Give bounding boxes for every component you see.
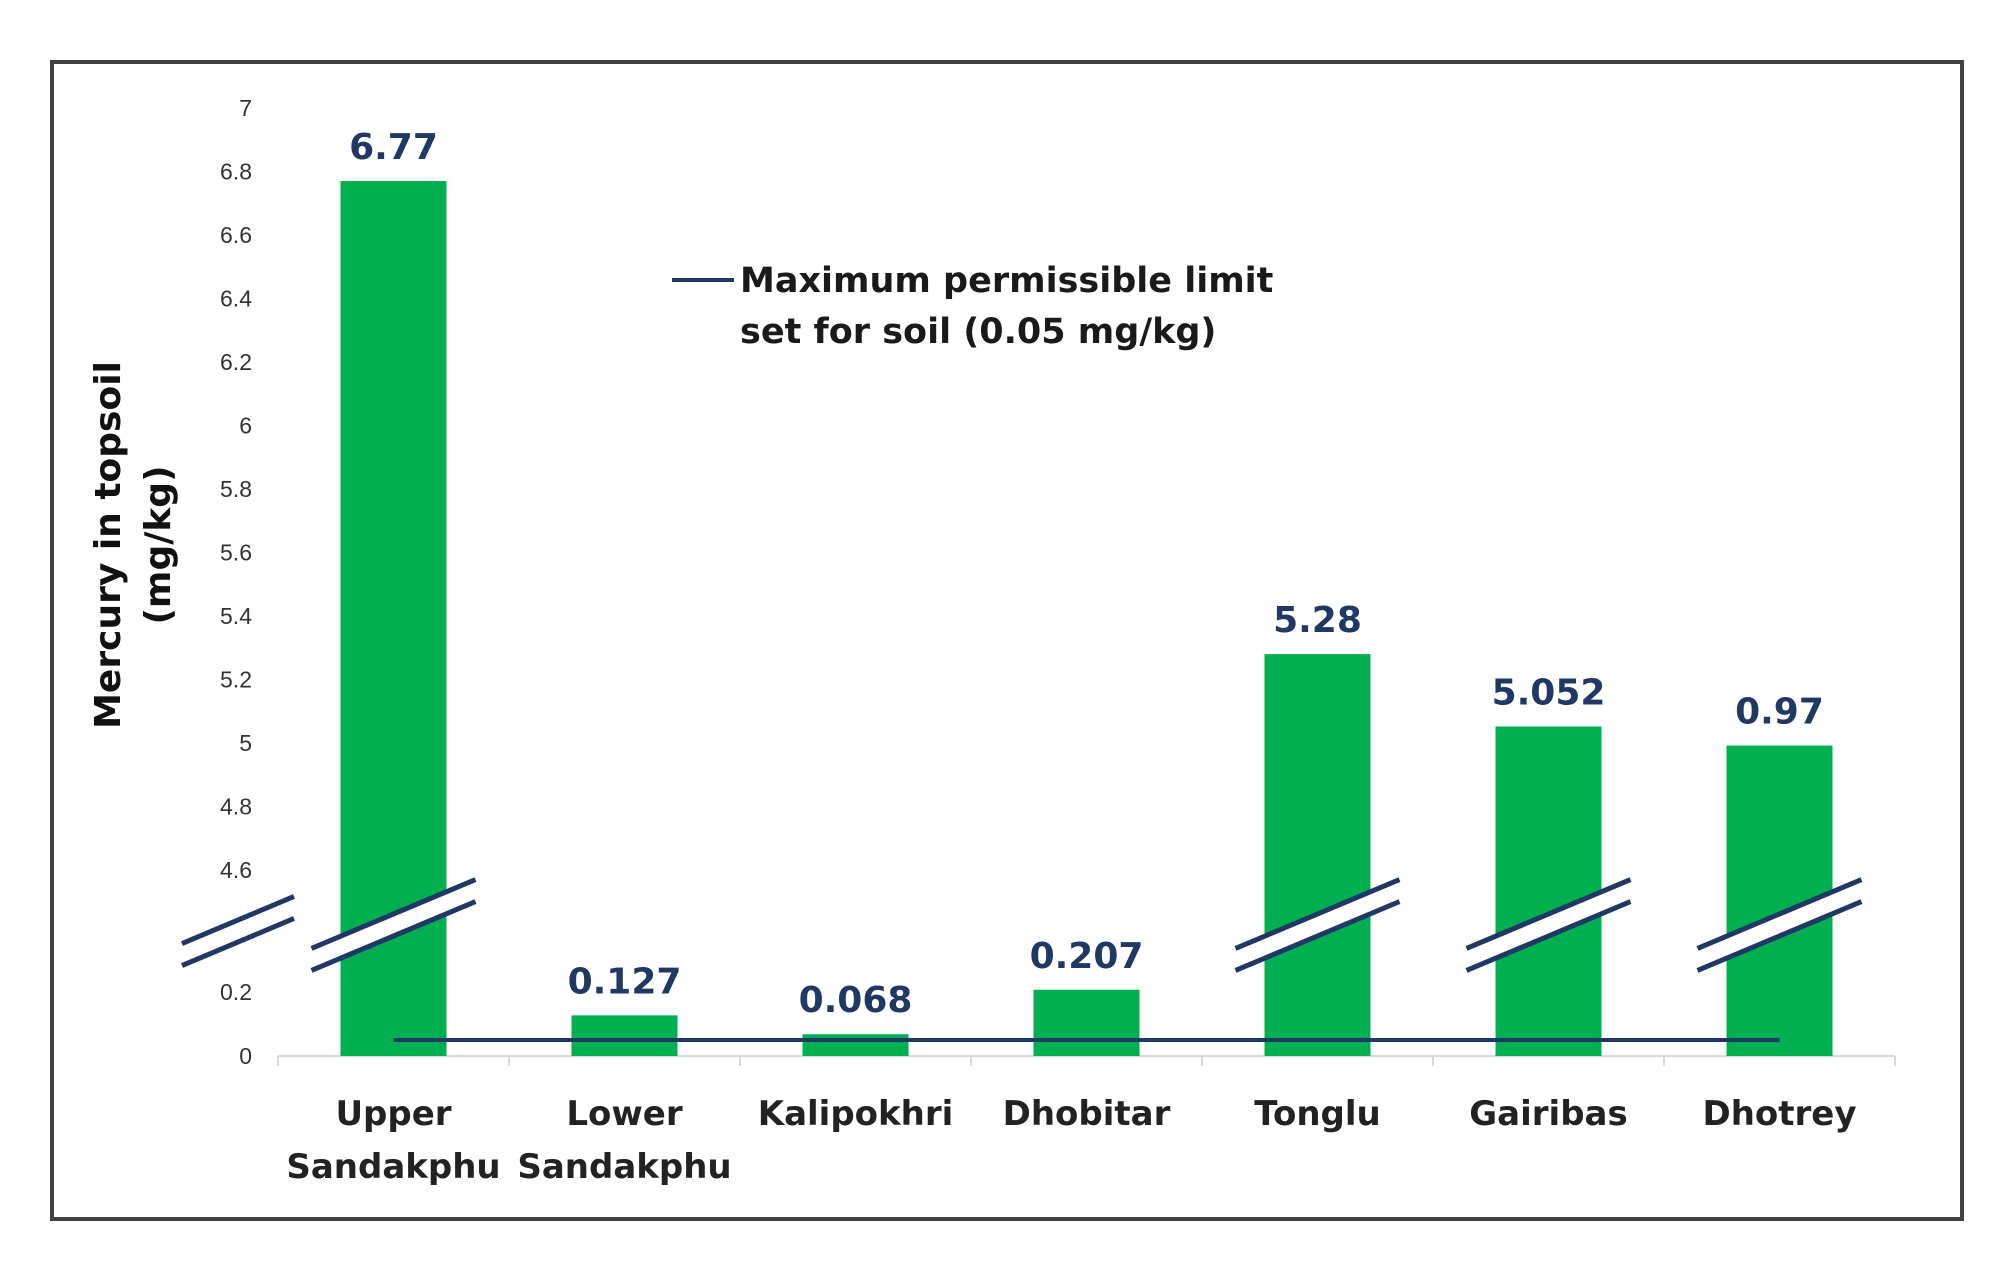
y-tick-label: 5 <box>239 730 252 756</box>
axis-break-line <box>1465 877 1632 951</box>
y-axis-title: Mercury in topsoil (mg/kg) <box>88 361 179 729</box>
axis-break-line <box>1465 899 1632 973</box>
y-tick-label: 6.4 <box>220 286 252 312</box>
y-axis-title-line-2: (mg/kg) <box>138 465 179 624</box>
y-tick-label: 4.6 <box>220 857 252 883</box>
category-label: Upper <box>335 1094 451 1134</box>
category-label: Gairibas <box>1469 1094 1627 1134</box>
legend: Maximum permissible limit set for soil (… <box>672 261 1273 352</box>
category-label: Dhotrey <box>1702 1094 1856 1134</box>
y-tick-label: 0.2 <box>220 979 252 1005</box>
axis-break-gap <box>1466 879 1631 971</box>
legend-label-line-2: set for soil (0.05 mg/kg) <box>740 312 1216 352</box>
y-tick-label: 6.2 <box>220 349 252 375</box>
axis-break-line <box>181 894 295 946</box>
y-tick-label: 5.8 <box>220 476 252 502</box>
axis-break-line <box>310 877 477 951</box>
category-label: Dhobitar <box>1003 1094 1171 1134</box>
category-label: Sandakphu <box>286 1147 500 1187</box>
chart-frame <box>50 60 1964 1221</box>
axis-break-gap <box>1235 879 1400 971</box>
y-axis-title-line-1: Mercury in topsoil <box>88 361 129 729</box>
data-label: 0.127 <box>568 961 682 1002</box>
y-tick-label: 4.8 <box>220 794 252 820</box>
bar <box>1264 654 1371 1056</box>
data-label: 5.052 <box>1492 672 1606 713</box>
axis-break-line <box>1696 899 1863 973</box>
category-label: Tonglu <box>1254 1094 1380 1134</box>
data-label: 0.068 <box>799 980 913 1021</box>
category-label: Kalipokhri <box>758 1094 954 1134</box>
bar <box>571 1015 678 1056</box>
y-tick-label: 5.4 <box>220 603 252 629</box>
y-tick-label: 5.6 <box>220 540 252 566</box>
axis-break-line <box>1234 899 1401 973</box>
y-tick-label: 6.8 <box>220 159 252 185</box>
y-tick-label: 7 <box>239 95 252 121</box>
y-tick-label: 6.6 <box>220 222 252 248</box>
axis-break-line <box>1234 877 1401 951</box>
axis-break-gap <box>311 879 476 971</box>
axis-break-line <box>310 899 477 973</box>
bar <box>802 1034 909 1056</box>
category-label: Lower <box>566 1094 682 1134</box>
axis-break-line <box>181 916 295 968</box>
data-label: 0.207 <box>1030 936 1144 977</box>
axis-break-line <box>1696 877 1863 951</box>
axis-break-gap <box>1697 879 1862 971</box>
bar <box>1033 989 1140 1056</box>
y-tick-label: 0 <box>239 1043 252 1069</box>
category-label: Sandakphu <box>517 1147 731 1187</box>
y-tick-label: 5.2 <box>220 667 252 693</box>
bar <box>1495 726 1602 1056</box>
y-tick-label: 6 <box>239 413 252 439</box>
legend-label-line-1: Maximum permissible limit <box>740 261 1273 301</box>
data-label: 6.77 <box>349 127 438 168</box>
axis-break-gap <box>182 896 294 966</box>
data-label: 5.28 <box>1273 600 1362 641</box>
data-label: 0.97 <box>1735 692 1824 733</box>
